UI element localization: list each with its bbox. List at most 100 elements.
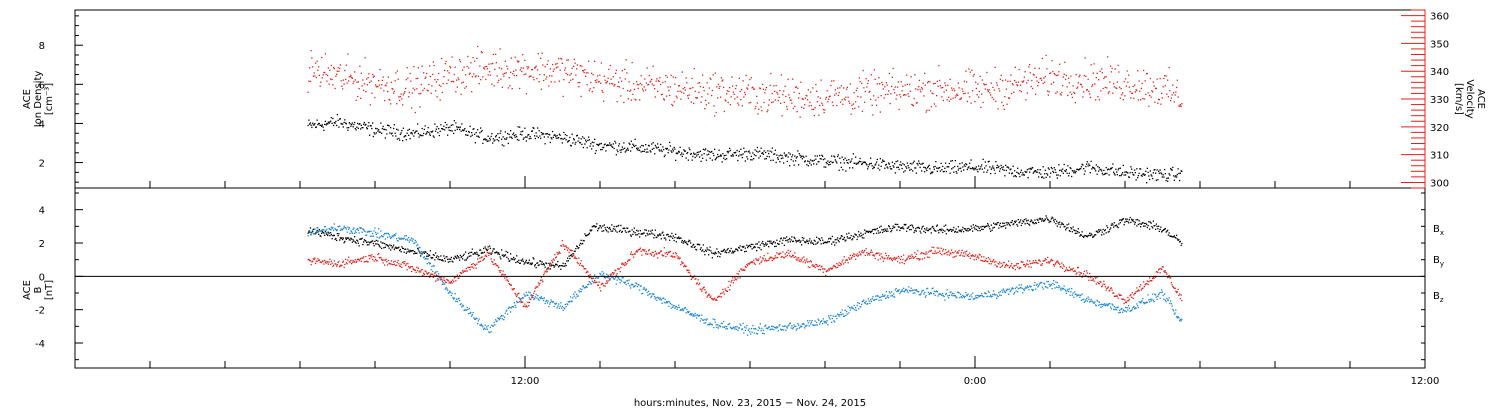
data-point xyxy=(1158,293,1160,296)
data-point xyxy=(966,230,968,232)
data-point xyxy=(378,257,380,259)
data-point xyxy=(509,85,511,87)
data-point xyxy=(1068,82,1070,84)
data-point xyxy=(872,114,874,116)
data-point xyxy=(754,149,756,151)
data-point xyxy=(434,259,436,261)
data-point xyxy=(697,314,699,317)
data-point xyxy=(374,256,376,258)
data-point xyxy=(1035,171,1037,173)
data-point xyxy=(715,111,717,114)
data-point xyxy=(689,314,691,316)
data-point xyxy=(750,159,752,161)
data-point xyxy=(1162,86,1164,88)
data-point xyxy=(411,92,413,94)
data-point xyxy=(1105,76,1107,78)
data-point xyxy=(719,256,721,258)
data-point xyxy=(876,83,878,85)
data-point xyxy=(1014,221,1016,223)
data-point xyxy=(865,78,867,80)
data-point xyxy=(537,264,539,266)
data-point xyxy=(480,260,482,262)
data-point xyxy=(852,108,854,110)
data-point xyxy=(332,235,334,237)
data-point xyxy=(445,256,447,258)
data-point xyxy=(559,69,561,71)
data-point xyxy=(336,264,338,266)
data-point xyxy=(350,259,352,261)
data-point xyxy=(746,156,748,158)
data-point xyxy=(1008,293,1010,295)
data-point xyxy=(977,83,979,85)
data-point xyxy=(1160,172,1162,174)
data-point xyxy=(1006,166,1008,168)
data-point xyxy=(932,287,934,289)
data-point xyxy=(498,317,500,320)
data-point xyxy=(713,252,715,254)
data-point xyxy=(1002,104,1004,107)
data-point xyxy=(769,328,771,331)
data-point xyxy=(723,110,725,113)
data-point xyxy=(892,165,894,167)
data-point xyxy=(428,131,430,133)
data-point xyxy=(834,239,836,241)
data-point xyxy=(525,261,527,263)
data-point xyxy=(833,320,835,322)
data-point xyxy=(803,156,805,158)
data-point xyxy=(1157,228,1159,230)
data-point xyxy=(1131,168,1133,170)
data-point xyxy=(786,239,788,241)
data-point xyxy=(356,81,358,83)
data-point xyxy=(753,332,755,334)
data-point xyxy=(475,131,477,134)
data-point xyxy=(659,150,661,152)
data-point xyxy=(387,259,389,262)
data-point xyxy=(987,290,989,292)
data-point xyxy=(453,73,455,76)
data-point xyxy=(678,151,680,153)
data-point xyxy=(1038,285,1040,287)
data-point xyxy=(575,297,577,299)
data-point xyxy=(1137,223,1139,226)
data-point xyxy=(630,234,632,236)
data-point xyxy=(667,234,669,236)
data-point xyxy=(602,274,604,276)
data-point xyxy=(913,97,915,100)
data-point xyxy=(591,283,593,285)
data-point xyxy=(594,225,596,227)
data-point xyxy=(334,227,336,230)
data-point xyxy=(472,312,474,314)
data-point xyxy=(526,66,528,68)
data-point xyxy=(433,136,435,138)
data-point xyxy=(355,242,357,244)
data-point xyxy=(645,235,647,237)
data-point xyxy=(1131,309,1133,312)
data-point xyxy=(570,79,572,81)
data-point xyxy=(1111,303,1113,305)
data-point xyxy=(442,128,444,130)
data-point xyxy=(1098,170,1100,172)
data-point xyxy=(383,234,385,236)
data-point xyxy=(798,97,800,99)
data-point xyxy=(978,295,980,297)
data-point xyxy=(1179,320,1181,322)
data-point xyxy=(1029,285,1031,287)
data-point xyxy=(901,227,903,229)
data-point xyxy=(937,229,939,232)
data-point xyxy=(336,229,338,231)
data-point xyxy=(1077,231,1079,233)
data-point xyxy=(492,142,494,144)
data-point xyxy=(959,230,961,232)
data-point xyxy=(726,158,728,160)
data-point xyxy=(478,136,480,138)
data-point xyxy=(990,294,992,296)
data-point xyxy=(681,152,683,154)
data-point xyxy=(650,230,652,232)
data-point xyxy=(328,122,330,124)
data-point xyxy=(683,149,685,151)
data-point xyxy=(538,299,540,301)
data-point xyxy=(642,145,644,147)
data-point xyxy=(688,239,690,241)
data-point xyxy=(1032,221,1034,224)
data-point xyxy=(1000,164,1002,167)
